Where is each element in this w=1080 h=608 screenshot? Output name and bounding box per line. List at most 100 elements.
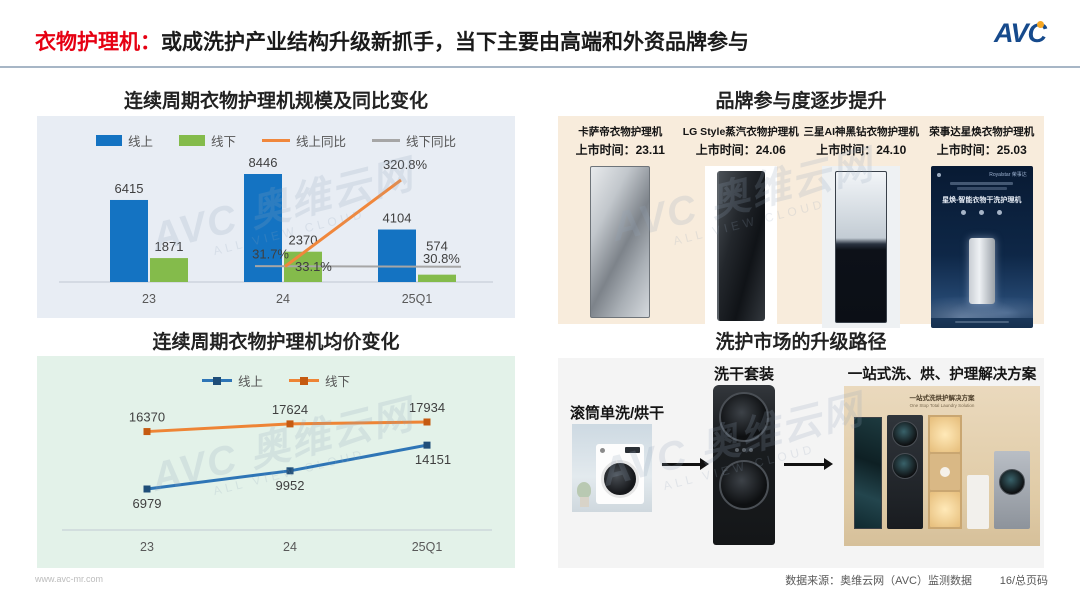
bar-value-label: 8446 [249, 155, 278, 170]
stage2-label: 洗干套装 [713, 366, 774, 383]
footer-site-url: www.avc-mr.com [35, 574, 104, 584]
yoy-label: 31.7% [252, 247, 289, 262]
poster-tower-wrap [937, 215, 1027, 304]
product-image-wrap [590, 166, 651, 318]
bar-value-label: 6415 [115, 181, 144, 196]
legend-swatch [95, 135, 122, 146]
point-value-label: 9952 [276, 478, 305, 493]
scale-chart-title: 连续周期衣物护理机规模及同比变化 [123, 91, 428, 112]
yoy-label: 320.8% [383, 157, 428, 172]
bar-offline [418, 274, 456, 282]
product-launch-date: 上市时间：25.03 [936, 143, 1027, 157]
upgrade-section-title: 洗护市场的升级路径 [715, 332, 887, 353]
product-card-casarte: 卡萨帝衣物护理机 上市时间：23.11 [560, 122, 681, 324]
plant-pot-icon [580, 497, 589, 507]
point-value-label: 14151 [415, 452, 451, 467]
scale-yoy-chart-panel: 线上 线下 线上同比 线下同比 6415 1871 23 8446 2370 24 4104 574… [37, 116, 515, 318]
poster-brand-text: Royalstar 荣事达 [989, 172, 1027, 178]
data-point-marker [423, 418, 431, 426]
brands-panel: 卡萨帝衣物护理机 上市时间：23.11 LG Style蒸汽衣物护理机 上市时间… [558, 116, 1044, 328]
silver-washer-icon [994, 451, 1030, 529]
front-load-washer-image [596, 444, 644, 504]
legend-label: 线下 [325, 375, 351, 389]
washer-door-icon [601, 460, 639, 498]
mirror-care-cabinet-icon [854, 417, 882, 529]
stage1-label: 滚筒单洗/烘干 [570, 405, 665, 422]
product-name: 三星AI神黑钻衣物护理机 [803, 126, 920, 138]
avg-price-chart-panel: 线上 线下 23 24 25Q1 6979 9952 14151 16370 17624 1793… [37, 356, 515, 568]
bar-online [244, 174, 282, 282]
showroom-appliances-row [844, 415, 1040, 529]
product-name: 荣事达星焕衣物护理机 [929, 126, 1035, 138]
legend-swatch [201, 376, 232, 385]
poster-appliance-image [968, 237, 995, 304]
yoy-line-offline [254, 265, 462, 268]
washer-scene-image [572, 424, 652, 512]
point-value-label: 17934 [409, 400, 445, 415]
legend-item: 线上 [95, 131, 153, 150]
data-point-marker [143, 428, 151, 436]
category-label: 23 [140, 540, 154, 554]
product-name: 卡萨帝衣物护理机 [578, 126, 663, 138]
yoy-line-online [284, 178, 402, 268]
poster-title-text: 星焕-智能衣物干洗护理机 [942, 197, 1022, 204]
tower-control-icons [713, 448, 775, 452]
line-chart-svg: 23 24 25Q1 6979 9952 14151 16370 17624 17934 [62, 400, 492, 554]
legend-item: 线下同比 [372, 131, 456, 150]
poster-decorative-line [957, 187, 1007, 190]
product-name: LG Style蒸汽衣物护理机 [682, 126, 799, 138]
price-chart-title: 连续周期衣物护理机均价变化 [152, 332, 400, 353]
category-label: 25Q1 [402, 292, 433, 306]
yoy-label: 30.8% [423, 251, 460, 266]
washer-display-icon [625, 447, 640, 453]
washer-knob-icon [600, 447, 605, 453]
brands-section-title: 品牌参与度逐步提升 [715, 91, 887, 112]
legend-swatch [289, 376, 319, 385]
bar-value-label: 2370 [289, 233, 318, 248]
category-label: 23 [142, 292, 156, 306]
avc-logo: AVC [994, 18, 1047, 49]
product-image-wrap [822, 166, 901, 328]
yoy-label: 33.1% [295, 259, 332, 274]
data-point-marker [423, 441, 431, 449]
bar-value-label: 1871 [155, 239, 184, 254]
lighted-shelf-icon [928, 415, 962, 529]
legend-swatch [372, 139, 401, 142]
poster-logo-icon [936, 172, 941, 177]
page-title: 衣物护理机：或成洗护产业结构升级新抓手，当下主要由高端和外资品牌参与 [35, 26, 749, 56]
bar-value-label: 4104 [383, 211, 412, 226]
legend-item: 线下 [178, 131, 236, 150]
legend-item: 线上 [201, 371, 263, 390]
product-card-samsung: 三星AI神黑钻衣物护理机 上市时间：24.10 [801, 122, 922, 328]
stacked-washer-dryer-icon [887, 415, 923, 529]
legend-marker [300, 376, 308, 385]
product-image-wrap [704, 166, 777, 326]
bar-online [378, 229, 416, 282]
data-point-marker [286, 467, 294, 475]
showroom-caption-en: One Stop Total Laundry Solution [909, 403, 975, 408]
category-label: 24 [276, 292, 290, 306]
bar-chart-legend: 线上 线下 线上同比 线下同比 [37, 116, 515, 152]
legend-item: 线下 [289, 371, 350, 390]
legend-swatch [178, 135, 205, 146]
legend-swatch [262, 139, 290, 142]
bar-value-label: 574 [426, 239, 448, 254]
plant-icon [577, 482, 591, 498]
washer-control-panel [596, 444, 644, 453]
footer-page-number: 16/总页码 [999, 575, 1048, 587]
legend-label: 线上 [127, 135, 153, 149]
legend-label: 线下同比 [406, 135, 457, 149]
casarte-product-image [590, 166, 651, 318]
laundry-showroom-image: 一站式洗烘护解决方案 One Stop Total Laundry Soluti… [844, 386, 1040, 546]
page-title-highlight: 衣物护理机： [35, 31, 161, 54]
line-chart-legend: 线上 线下 [37, 356, 515, 392]
logo-dot-icon [1037, 21, 1044, 28]
header-divider [0, 66, 1080, 68]
category-label: 24 [283, 540, 297, 554]
legend-marker [212, 376, 221, 385]
showroom-caption-cn: 一站式洗烘护解决方案 [909, 395, 975, 402]
poster-decorative-line [954, 320, 1009, 323]
data-point-marker [286, 420, 294, 428]
poster-feature-icons [937, 210, 1027, 215]
